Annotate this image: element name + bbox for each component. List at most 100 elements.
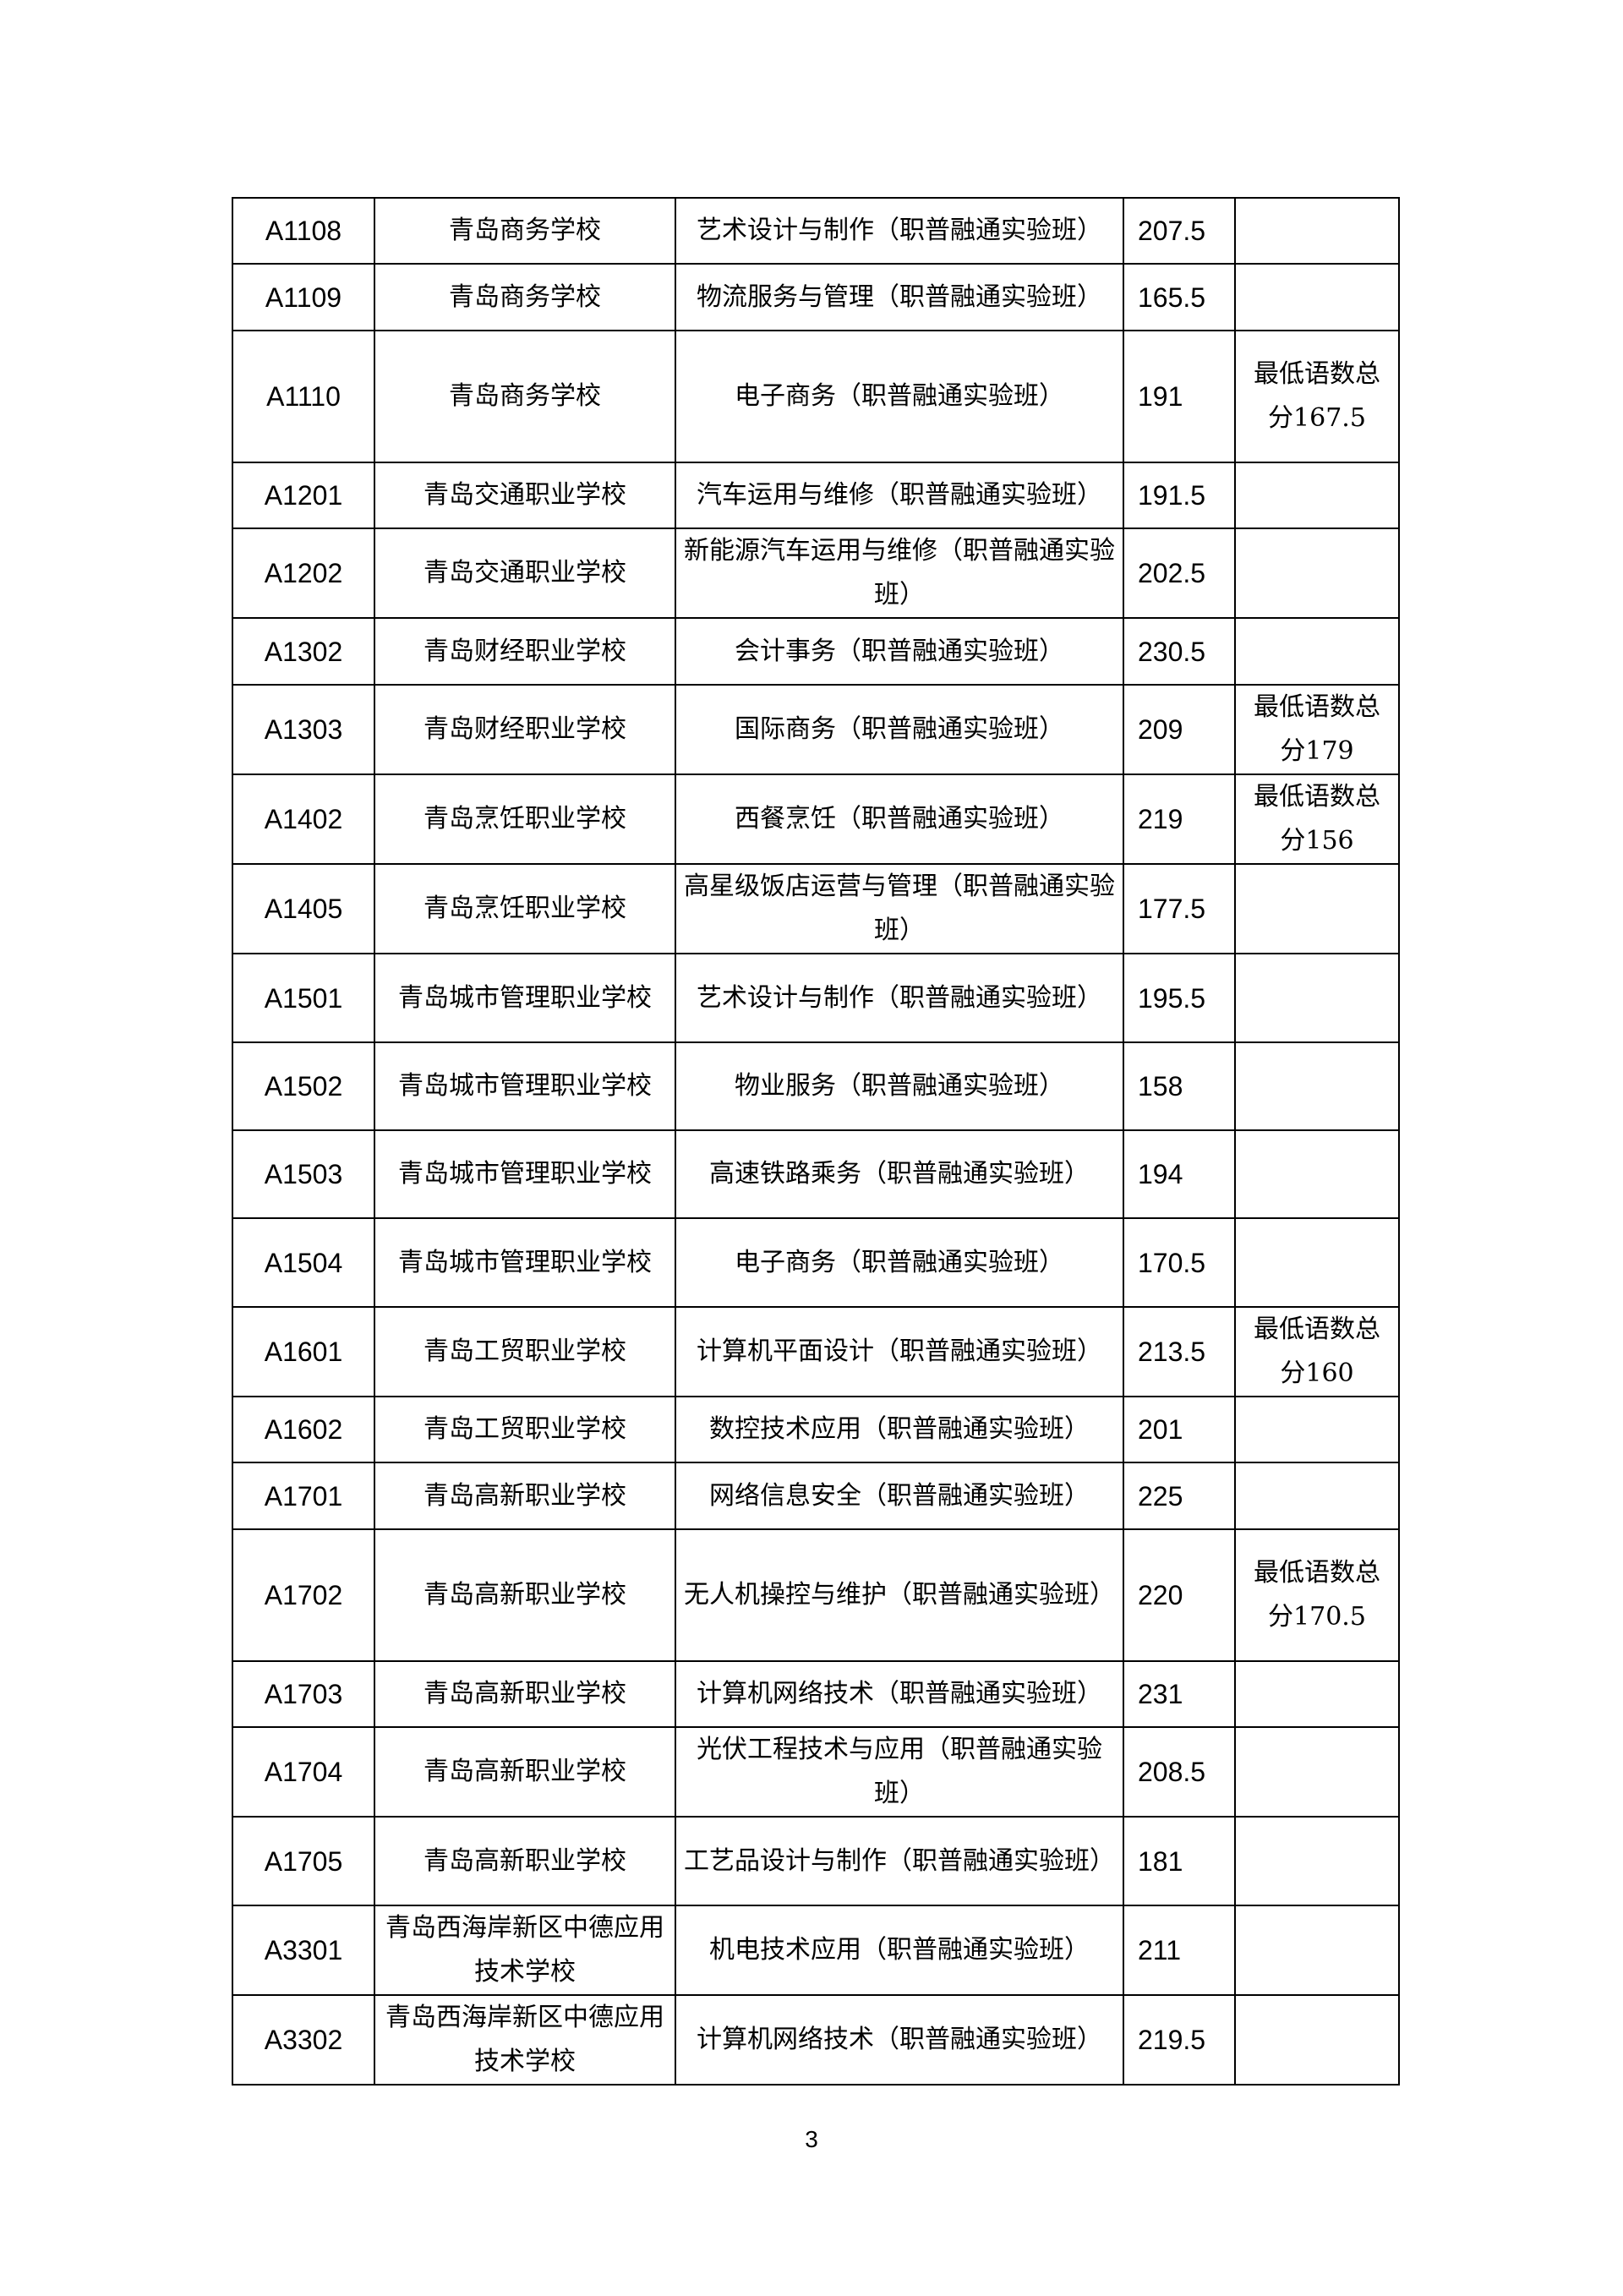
score-cell: 208.5 [1123, 1726, 1236, 1818]
note-cell [1234, 1726, 1400, 1818]
code-cell: A1405 [232, 863, 375, 954]
table-row: A1702 青岛高新职业学校 无人机操控与维护（职普融通实验班） 220 最低语数总分1… [232, 1528, 1400, 1662]
school-cell: 青岛高新职业学校 [374, 1528, 676, 1662]
major-cell: 电子商务（职普融通实验班） [675, 330, 1124, 463]
table-row: A1405 青岛烹饪职业学校 高星级饭店运营与管理（职普融通实验班） 177.5 [232, 863, 1400, 954]
code-cell: A1110 [232, 330, 375, 463]
score-cell: 177.5 [1123, 863, 1236, 954]
table-row: A1302 青岛财经职业学校 会计事务（职普融通实验班） 230.5 [232, 617, 1400, 686]
school-cell: 青岛财经职业学校 [374, 617, 676, 686]
major-cell: 电子商务（职普融通实验班） [675, 1217, 1124, 1308]
major-cell: 国际商务（职普融通实验班） [675, 684, 1124, 775]
note-cell [1234, 1041, 1400, 1131]
score-cell: 219.5 [1123, 1994, 1236, 2086]
school-cell: 青岛高新职业学校 [374, 1462, 676, 1530]
code-cell: A1504 [232, 1217, 375, 1308]
score-cell: 165.5 [1123, 263, 1236, 331]
school-cell: 青岛财经职业学校 [374, 684, 676, 775]
table-row: A1202 青岛交通职业学校 新能源汽车运用与维修（职普融通实验班） 202.5 [232, 528, 1400, 619]
major-cell: 艺术设计与制作（职普融通实验班） [675, 953, 1124, 1043]
note-cell [1234, 263, 1400, 331]
note-cell [1234, 1816, 1400, 1906]
code-cell: A1703 [232, 1660, 375, 1728]
major-cell: 工艺品设计与制作（职普融通实验班） [675, 1816, 1124, 1906]
note-cell: 最低语数总分170.5 [1234, 1528, 1400, 1662]
table-row: A1503 青岛城市管理职业学校 高速铁路乘务（职普融通实验班） 194 [232, 1129, 1400, 1219]
table-row: A1704 青岛高新职业学校 光伏工程技术与应用（职普融通实验班） 208.5 [232, 1726, 1400, 1818]
score-cell: 219 [1123, 774, 1236, 865]
code-cell: A1705 [232, 1816, 375, 1906]
school-cell: 青岛商务学校 [374, 330, 676, 463]
note-cell [1234, 462, 1400, 529]
note-cell [1234, 1994, 1400, 2086]
major-cell: 网络信息安全（职普融通实验班） [675, 1462, 1124, 1530]
major-cell: 汽车运用与维修（职普融通实验班） [675, 462, 1124, 529]
score-cell: 191.5 [1123, 462, 1236, 529]
table-row: A3302 青岛西海岸新区中德应用技术学校 计算机网络技术（职普融通实验班） 219.… [232, 1994, 1400, 2086]
school-cell: 青岛高新职业学校 [374, 1726, 676, 1818]
table-row: A1601 青岛工贸职业学校 计算机平面设计（职普融通实验班） 213.5 最低语数总分… [232, 1306, 1400, 1397]
score-cell: 170.5 [1123, 1217, 1236, 1308]
code-cell: A1602 [232, 1396, 375, 1463]
table-row: A1108 青岛商务学校 艺术设计与制作（职普融通实验班） 207.5 [232, 197, 1400, 265]
code-cell: A1502 [232, 1041, 375, 1131]
score-cell: 231 [1123, 1660, 1236, 1728]
note-cell [1234, 1129, 1400, 1219]
page-number: 3 [805, 2126, 818, 2152]
score-cell: 181 [1123, 1816, 1236, 1906]
school-cell: 青岛交通职业学校 [374, 528, 676, 619]
table-row: A1303 青岛财经职业学校 国际商务（职普融通实验班） 209 最低语数总分179 [232, 684, 1400, 775]
major-cell: 高速铁路乘务（职普融通实验班） [675, 1129, 1124, 1219]
table-row: A1501 青岛城市管理职业学校 艺术设计与制作（职普融通实验班） 195.5 [232, 953, 1400, 1043]
table-row: A3301 青岛西海岸新区中德应用技术学校 机电技术应用（职普融通实验班） 211 [232, 1905, 1400, 1996]
code-cell: A1109 [232, 263, 375, 331]
code-cell: A1702 [232, 1528, 375, 1662]
table-row: A1504 青岛城市管理职业学校 电子商务（职普融通实验班） 170.5 [232, 1217, 1400, 1308]
major-cell: 无人机操控与维护（职普融通实验班） [675, 1528, 1124, 1662]
note-cell [1234, 1905, 1400, 1996]
score-cell: 207.5 [1123, 197, 1236, 265]
note-cell [1234, 863, 1400, 954]
table-row: A1109 青岛商务学校 物流服务与管理（职普融通实验班） 165.5 [232, 263, 1400, 331]
code-cell: A1201 [232, 462, 375, 529]
major-cell: 数控技术应用（职普融通实验班） [675, 1396, 1124, 1463]
table-row: A1705 青岛高新职业学校 工艺品设计与制作（职普融通实验班） 181 [232, 1816, 1400, 1906]
school-cell: 青岛高新职业学校 [374, 1660, 676, 1728]
major-cell: 会计事务（职普融通实验班） [675, 617, 1124, 686]
school-cell: 青岛工贸职业学校 [374, 1306, 676, 1397]
school-cell: 青岛商务学校 [374, 263, 676, 331]
note-cell: 最低语数总分160 [1234, 1306, 1400, 1397]
school-cell: 青岛商务学校 [374, 197, 676, 265]
school-cell: 青岛烹饪职业学校 [374, 774, 676, 865]
note-cell [1234, 1217, 1400, 1308]
major-cell: 物业服务（职普融通实验班） [675, 1041, 1124, 1131]
note-cell [1234, 528, 1400, 619]
note-cell: 最低语数总分179 [1234, 684, 1400, 775]
major-cell: 高星级饭店运营与管理（职普融通实验班） [675, 863, 1124, 954]
major-cell: 计算机网络技术（职普融通实验班） [675, 1660, 1124, 1728]
note-cell [1234, 617, 1400, 686]
code-cell: A1108 [232, 197, 375, 265]
note-cell [1234, 1396, 1400, 1463]
major-cell: 新能源汽车运用与维修（职普融通实验班） [675, 528, 1124, 619]
table-row: A1110 青岛商务学校 电子商务（职普融通实验班） 191 最低语数总分167.5 [232, 330, 1400, 463]
major-cell: 光伏工程技术与应用（职普融通实验班） [675, 1726, 1124, 1818]
school-cell: 青岛西海岸新区中德应用技术学校 [374, 1994, 676, 2086]
code-cell: A1402 [232, 774, 375, 865]
major-cell: 计算机平面设计（职普融通实验班） [675, 1306, 1124, 1397]
code-cell: A1601 [232, 1306, 375, 1397]
school-cell: 青岛城市管理职业学校 [374, 953, 676, 1043]
major-cell: 计算机网络技术（职普融通实验班） [675, 1994, 1124, 2086]
school-cell: 青岛城市管理职业学校 [374, 1217, 676, 1308]
score-cell: 220 [1123, 1528, 1236, 1662]
note-cell: 最低语数总分167.5 [1234, 330, 1400, 463]
score-cell: 195.5 [1123, 953, 1236, 1043]
code-cell: A1704 [232, 1726, 375, 1818]
admission-score-table: A1108 青岛商务学校 艺术设计与制作（职普融通实验班） 207.5 A1109 青岛商… [232, 197, 1400, 2086]
code-cell: A3301 [232, 1905, 375, 1996]
score-cell: 202.5 [1123, 528, 1236, 619]
code-cell: A1701 [232, 1462, 375, 1530]
score-cell: 213.5 [1123, 1306, 1236, 1397]
major-cell: 机电技术应用（职普融通实验班） [675, 1905, 1124, 1996]
table-row: A1701 青岛高新职业学校 网络信息安全（职普融通实验班） 225 [232, 1462, 1400, 1530]
